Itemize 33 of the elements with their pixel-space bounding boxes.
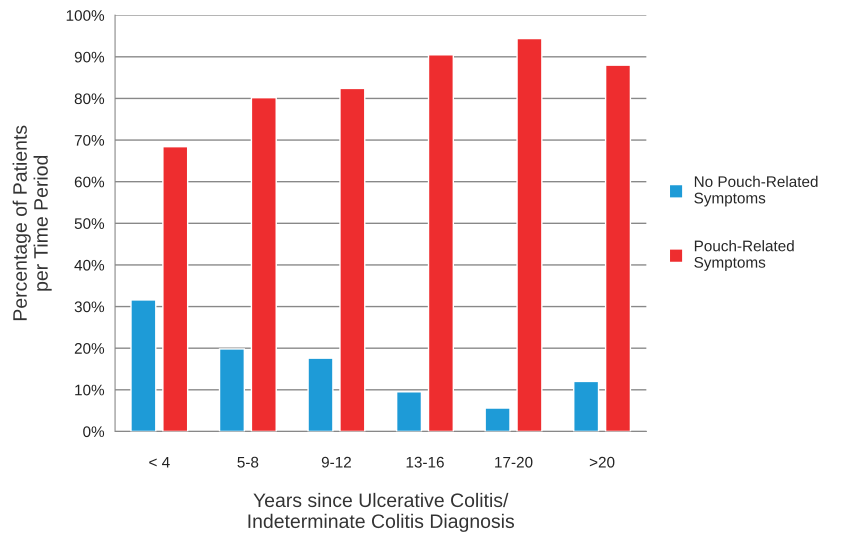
bar bbox=[250, 96, 277, 432]
bar bbox=[428, 54, 454, 432]
y-tick-label: 20% bbox=[74, 343, 104, 354]
x-tick-label: 13-16 bbox=[406, 456, 444, 468]
y-tick-label: 90% bbox=[74, 52, 104, 63]
bar bbox=[339, 88, 366, 432]
y-tick-label: 80% bbox=[74, 93, 104, 104]
x-tick-label: >20 bbox=[590, 456, 614, 468]
bar bbox=[516, 38, 543, 432]
y-tick-label: 40% bbox=[74, 260, 104, 271]
y-axis-title: Percentage of Patients per Time Period bbox=[12, 126, 52, 320]
bar bbox=[162, 146, 188, 432]
bar bbox=[307, 357, 334, 432]
x-tick-label: < 4 bbox=[149, 456, 170, 468]
bar bbox=[218, 348, 246, 432]
x-tick-label: 9-12 bbox=[322, 456, 351, 468]
legend-label: No Pouch-Related Symptoms bbox=[694, 176, 818, 207]
bar bbox=[396, 391, 422, 432]
y-tick-label: 30% bbox=[74, 301, 104, 312]
bar bbox=[484, 407, 511, 432]
bar bbox=[130, 299, 156, 432]
y-tick-label: 60% bbox=[74, 176, 104, 188]
x-tick-label: 17-20 bbox=[495, 456, 532, 468]
y-tick-label: 10% bbox=[75, 384, 104, 396]
x-axis-title: Years since Ulcerative Colitis/ Indeterminate Colitis Diagnosis bbox=[248, 492, 514, 532]
legend-label: Pouch-Related Symptoms bbox=[694, 240, 794, 271]
x-tick-label: 5-8 bbox=[237, 456, 258, 468]
y-tick-label: 100% bbox=[66, 10, 104, 21]
y-tick-label: 70% bbox=[74, 134, 104, 146]
bar bbox=[604, 64, 632, 432]
y-tick-label: 50% bbox=[74, 218, 104, 229]
y-tick-label: 0% bbox=[83, 426, 104, 438]
bar bbox=[573, 380, 600, 432]
